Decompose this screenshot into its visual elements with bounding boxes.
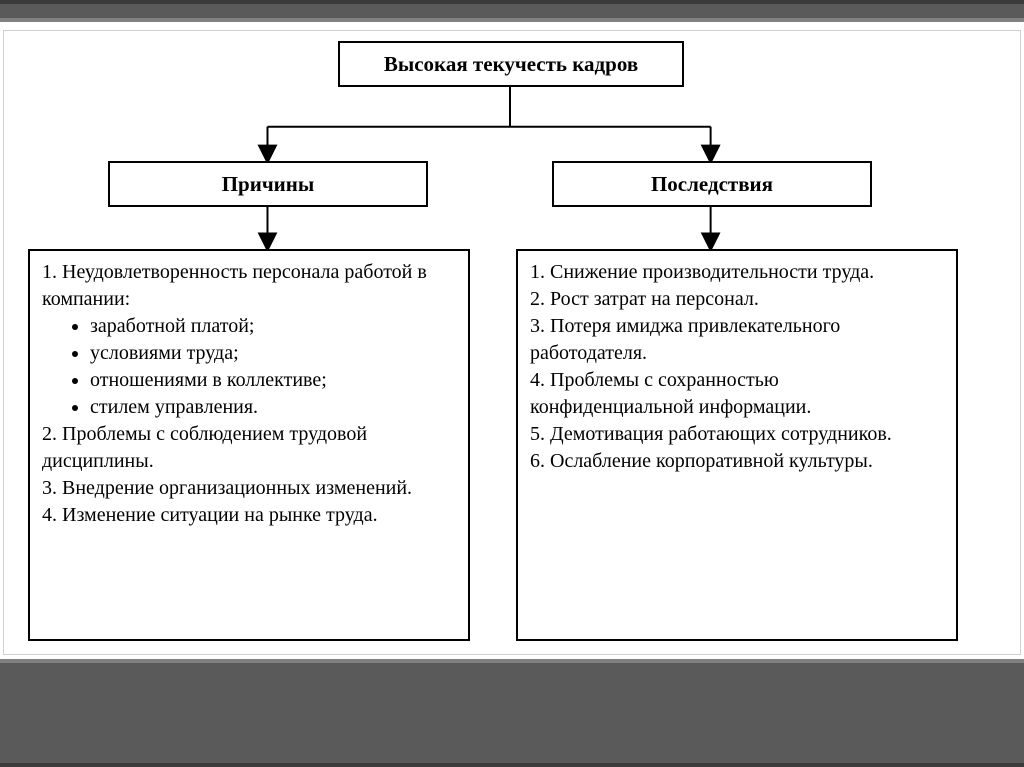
list-item: 2. Проблемы с соблюдением трудовой дисци… [42,421,456,475]
list-item: 2. Рост затрат на персонал. [530,286,944,313]
bullet-item: условиями труда; [90,340,456,367]
branch-header-label: Причины [222,172,315,197]
list-item: 6. Ослабление корпоративной культуры. [530,448,944,475]
branch-body-causes: 1. Неудовлетворенность персонала работой… [28,249,470,641]
branch-header-causes: Причины [108,161,428,207]
list-item: 1. Неудовлетворенность персонала работой… [42,259,456,313]
branch-header-label: Последствия [651,172,773,197]
list-item: 4. Проблемы с сохранностью конфиденциаль… [530,367,944,421]
bullet-list: заработной платой;условиями труда;отноше… [90,313,456,421]
list-item: 3. Потеря имиджа привлекательного работо… [530,313,944,367]
list-item: 5. Демотивация работающих сотрудников. [530,421,944,448]
bullet-item: стилем управления. [90,394,456,421]
branch-body-consequences: 1. Снижение производительности труда.2. … [516,249,958,641]
root-label: Высокая текучесть кадров [384,52,638,77]
list-item: 1. Снижение производительности труда. [530,259,944,286]
diagram-canvas: Высокая текучесть кадров Причины Последс… [3,30,1021,655]
presentation-topbar [0,0,1024,22]
branch-header-consequences: Последствия [552,161,872,207]
list-item: 4. Изменение ситуации на рынке труда. [42,502,456,529]
root-node: Высокая текучесть кадров [338,41,684,87]
presentation-botbar [0,659,1024,767]
bullet-item: заработной платой; [90,313,456,340]
bullet-item: отношениями в коллективе; [90,367,456,394]
list-item: 3. Внедрение организационных изменений. [42,475,456,502]
